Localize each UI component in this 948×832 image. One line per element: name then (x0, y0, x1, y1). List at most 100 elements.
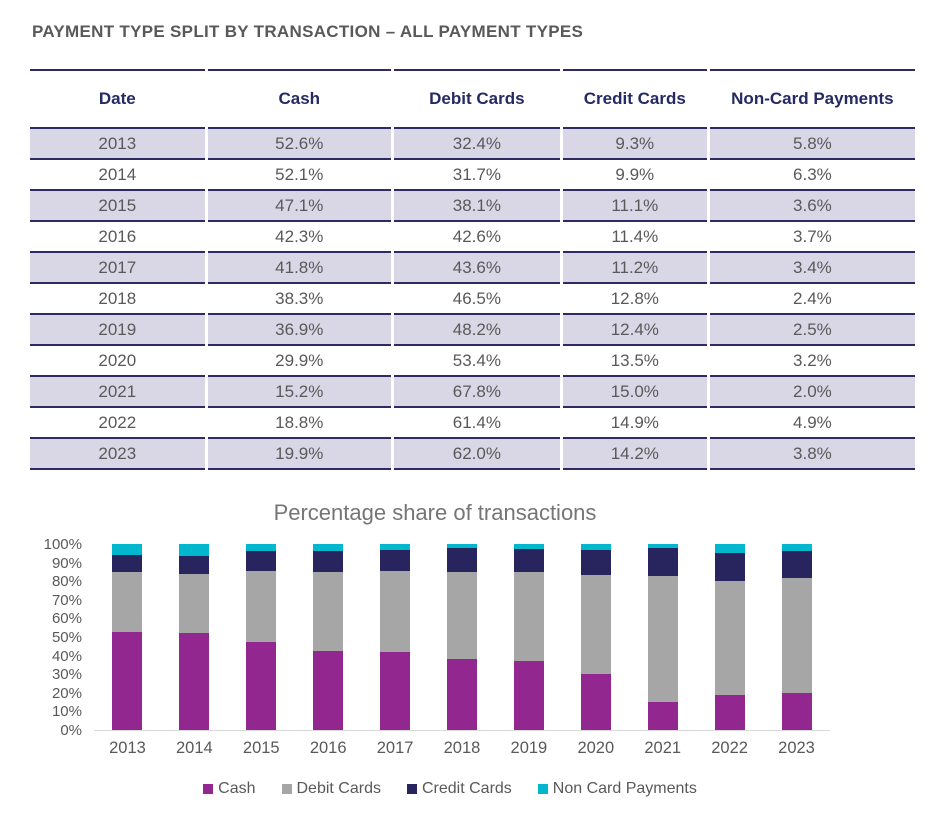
x-axis-label: 2021 (644, 739, 682, 757)
bar-segment-credit-cards (112, 554, 143, 573)
table-cell: 53.4% (393, 346, 560, 377)
table-row: 2015 47.1% 38.1% 11.1% 3.6% (30, 191, 915, 222)
bar-segment-credit-cards (647, 547, 678, 576)
table-row: 2021 15.2% 67.8% 15.0% 2.0% (30, 377, 915, 408)
table-cell: 14.2% (562, 439, 707, 470)
legend-swatch-icon (406, 784, 417, 794)
bar-segment-cash (513, 661, 544, 730)
y-tick-label: 70% (51, 591, 82, 609)
table-row: 2023 19.9% 62.0% 14.2% 3.8% (30, 439, 915, 470)
table-cell: 43.6% (393, 253, 560, 284)
y-tick-label: 50% (51, 629, 82, 646)
table-row: 2022 18.8% 61.4% 14.9% 4.9% (30, 408, 915, 439)
table-cell: 5.8% (709, 129, 915, 160)
bar-segment-debit-cards (246, 571, 277, 643)
bar-segment-non-card-payments (647, 544, 678, 548)
bar-segment-debit-cards (513, 571, 544, 662)
stacked-bar-2022 (714, 544, 745, 730)
table-cell: 3.6% (709, 191, 915, 222)
table-row: 2016 42.3% 42.6% 11.4% 3.7% (30, 222, 915, 253)
table-cell: 6.3% (709, 160, 915, 191)
plot-area (94, 544, 830, 731)
bar-slot (562, 544, 629, 730)
row-year-cell: 2020 (30, 346, 205, 377)
table-cell: 38.1% (393, 191, 560, 222)
y-tick-label: 0% (60, 722, 82, 739)
bar-segment-cash (714, 695, 745, 730)
table-header: Date Cash Debit Cards Credit Cards Non-Card … (30, 69, 915, 129)
bar-slot (94, 544, 161, 730)
x-axis-label: 2014 (176, 739, 213, 757)
bar-slot (429, 544, 496, 730)
stacked-bar-2020 (580, 544, 611, 730)
legend-item: Credit Cards (406, 780, 512, 798)
bar-segment-non-card-payments (446, 544, 477, 549)
table-cell: 38.3% (207, 284, 391, 315)
bar-segment-cash (580, 674, 611, 730)
table-row: 2020 29.9% 53.4% 13.5% 3.2% (30, 346, 915, 377)
x-axis-label: 2013 (109, 739, 146, 757)
bar-segment-debit-cards (714, 580, 745, 696)
bar-segment-cash (781, 692, 812, 730)
table-cell: 36.9% (207, 315, 391, 346)
table-cell: 32.4% (393, 129, 560, 160)
table-cell: 18.8% (207, 408, 391, 439)
row-year-cell: 2018 (30, 284, 205, 315)
bar-segment-cash (313, 651, 344, 730)
row-year-cell: 2019 (30, 315, 205, 346)
bar-segment-debit-cards (179, 574, 210, 634)
bar-segment-cash (112, 632, 143, 730)
y-tick-label: 80% (51, 573, 82, 591)
legend-swatch-icon (537, 784, 548, 794)
stacked-bar-2021 (647, 544, 678, 730)
bar-segment-credit-cards (446, 548, 477, 573)
x-axis-label: 2018 (443, 739, 481, 757)
bar-slot (228, 544, 295, 730)
legend-label: Cash (218, 780, 256, 797)
x-axis-label: 2023 (778, 739, 815, 757)
bar-segment-credit-cards (246, 550, 277, 572)
legend-label: Debit Cards (296, 780, 381, 797)
table-cell: 48.2% (393, 315, 560, 346)
x-axis-label: 2017 (376, 739, 414, 757)
bar-segment-debit-cards (313, 572, 344, 652)
y-tick-label: 90% (51, 554, 82, 572)
chart-legend: Cash Debit Cards Credit Cards Non Card Paym… (30, 780, 830, 798)
bar-segment-debit-cards (380, 571, 411, 653)
table-cell: 52.1% (207, 160, 391, 191)
table-cell: 12.4% (562, 315, 707, 346)
bar-segment-non-card-payments (246, 544, 277, 551)
table-cell: 9.3% (562, 129, 707, 160)
table-row: 2019 36.9% 48.2% 12.4% 2.5% (30, 315, 915, 346)
stacked-bar-2023 (781, 544, 812, 730)
bar-slot (495, 544, 562, 730)
table-cell: 2.4% (709, 284, 915, 315)
y-axis: 0% 10% 20% 30% 40% 50% 60% 70% 80% 90% 100% (30, 536, 94, 739)
stacked-bar-2015 (246, 544, 277, 730)
table-cell: 67.8% (393, 377, 560, 408)
table-cell: 11.4% (562, 222, 707, 253)
bar-segment-debit-cards (647, 575, 678, 702)
table-cell: 13.5% (562, 346, 707, 377)
bar-slot (362, 544, 429, 730)
table-cell: 2.0% (709, 377, 915, 408)
bar-segment-credit-cards (179, 555, 210, 575)
table-body: 2013 52.6% 32.4% 9.3% 5.8% 2014 52.1% 31.7% 9.9%… (30, 129, 915, 470)
bar-segment-credit-cards (580, 549, 611, 576)
bar-segment-non-card-payments (380, 544, 411, 551)
table-cell: 42.3% (207, 222, 391, 253)
bar-segment-debit-cards (580, 575, 611, 675)
bar-segment-debit-cards (781, 577, 812, 693)
bar-segment-cash (246, 642, 277, 730)
x-axis-label: 2019 (510, 739, 548, 757)
stacked-bar-2019 (513, 544, 544, 730)
bar-segment-credit-cards (313, 550, 344, 573)
y-tick-label: 30% (51, 666, 82, 684)
table-cell: 61.4% (393, 408, 560, 439)
table-cell: 41.8% (207, 253, 391, 284)
bar-slot (629, 544, 696, 730)
x-axis-label: 2015 (242, 739, 280, 757)
y-tick-label: 60% (51, 610, 82, 628)
table-cell: 9.9% (562, 160, 707, 191)
y-tick-label: 40% (51, 647, 82, 665)
